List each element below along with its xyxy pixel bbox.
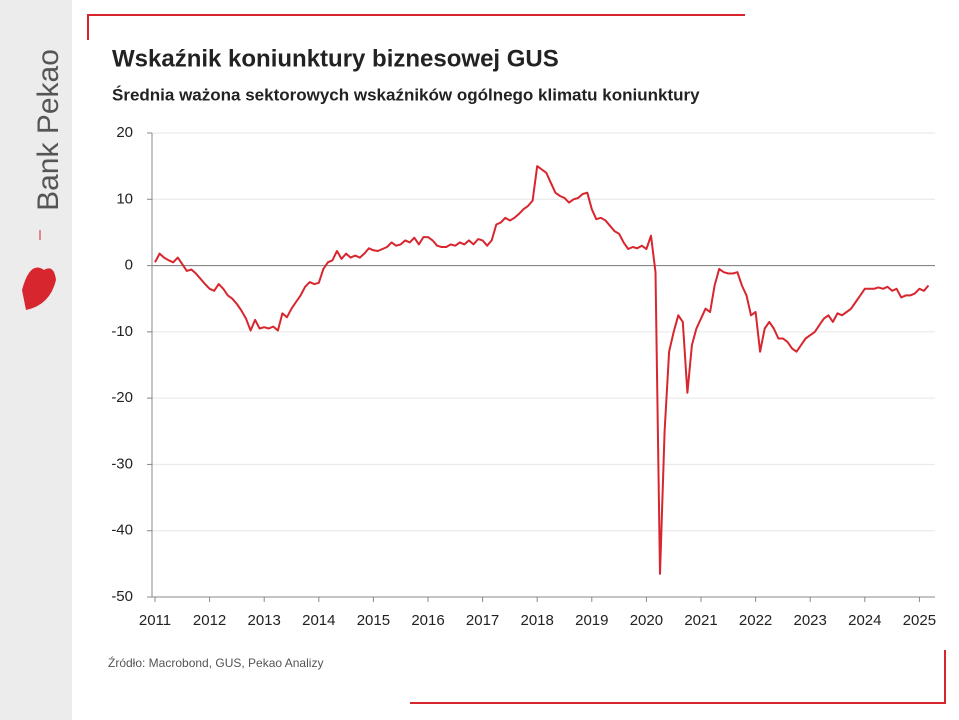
y-tick-label: 0: [125, 257, 133, 274]
x-tick-label: 2017: [466, 612, 499, 629]
x-tick-label: 2021: [684, 612, 717, 629]
brand: Bank Pekao: [32, 49, 65, 211]
x-tick-label: 2019: [575, 612, 608, 629]
series-line: [154, 165, 930, 575]
x-tick-label: 2012: [193, 612, 226, 629]
x-tick-label: 2023: [794, 612, 827, 629]
x-tick-label: 2013: [248, 612, 281, 629]
brand-logo: [22, 267, 56, 310]
x-tick-label: 2025: [903, 612, 936, 629]
x-tick-label: 2020: [630, 612, 663, 629]
x-tick-label: 2024: [848, 612, 881, 629]
x-tick-label: 2014: [302, 612, 335, 629]
y-tick-label: -40: [111, 522, 133, 539]
x-tick-label: 2016: [411, 612, 444, 629]
x-tick-label: 2015: [357, 612, 390, 629]
y-tick-label: -50: [111, 588, 133, 605]
chart-title: Wskaźnik koniunktury biznesowej GUS: [112, 45, 559, 72]
x-tick-label: 2022: [739, 612, 772, 629]
side-strip: [0, 0, 72, 720]
source: Źródło: Macrobond, GUS, Pekao Analizy: [108, 655, 323, 670]
y-tick-label: 10: [116, 190, 133, 207]
frame-top: [87, 14, 745, 40]
chart-subtitle: Średnia ważona sektorowych wskaźników og…: [112, 85, 700, 104]
x-tick-label: 2011: [139, 612, 171, 629]
x-tick-label: 2018: [521, 612, 554, 629]
y-tick-label: -10: [111, 323, 133, 340]
frame-bottom: [410, 650, 946, 704]
y-tick-label: -20: [111, 389, 133, 406]
y-tick-label: -30: [111, 455, 133, 472]
y-tick-label: 20: [116, 124, 133, 141]
